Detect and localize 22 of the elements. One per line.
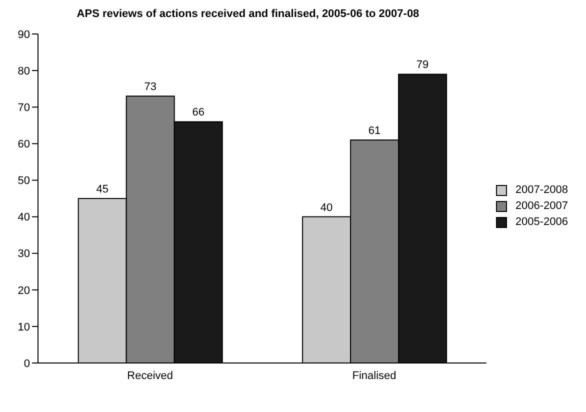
y-tick-label: 80 <box>18 65 30 78</box>
y-tick-label: 20 <box>18 284 30 297</box>
y-tick-label: 50 <box>18 175 30 188</box>
data-label: 40 <box>320 202 333 214</box>
y-tick-label: 10 <box>18 321 30 334</box>
x-tick-label: Finalised <box>352 370 396 382</box>
data-label: 66 <box>192 106 204 119</box>
y-tick-label: 90 <box>18 28 30 41</box>
data-label: 79 <box>416 59 429 72</box>
y-tick-label: 70 <box>18 102 30 114</box>
chart-title: APS reviews of actions received and finalised, 2005-06 to 2007-08 <box>76 8 420 20</box>
legend-label: 2007-2008 <box>515 184 568 196</box>
data-label: 45 <box>96 184 108 196</box>
y-tick-label: 60 <box>18 138 30 151</box>
y-tick-label: 30 <box>18 248 30 260</box>
x-tick-label: Received <box>127 370 174 382</box>
y-tick-label: 40 <box>18 212 30 224</box>
data-label: 61 <box>368 125 381 138</box>
y-tick-label: 0 <box>24 358 30 370</box>
legend-label: 2006-2007 <box>515 200 568 212</box>
data-label: 73 <box>144 81 156 94</box>
legend-label: 2005-2006 <box>515 216 568 228</box>
